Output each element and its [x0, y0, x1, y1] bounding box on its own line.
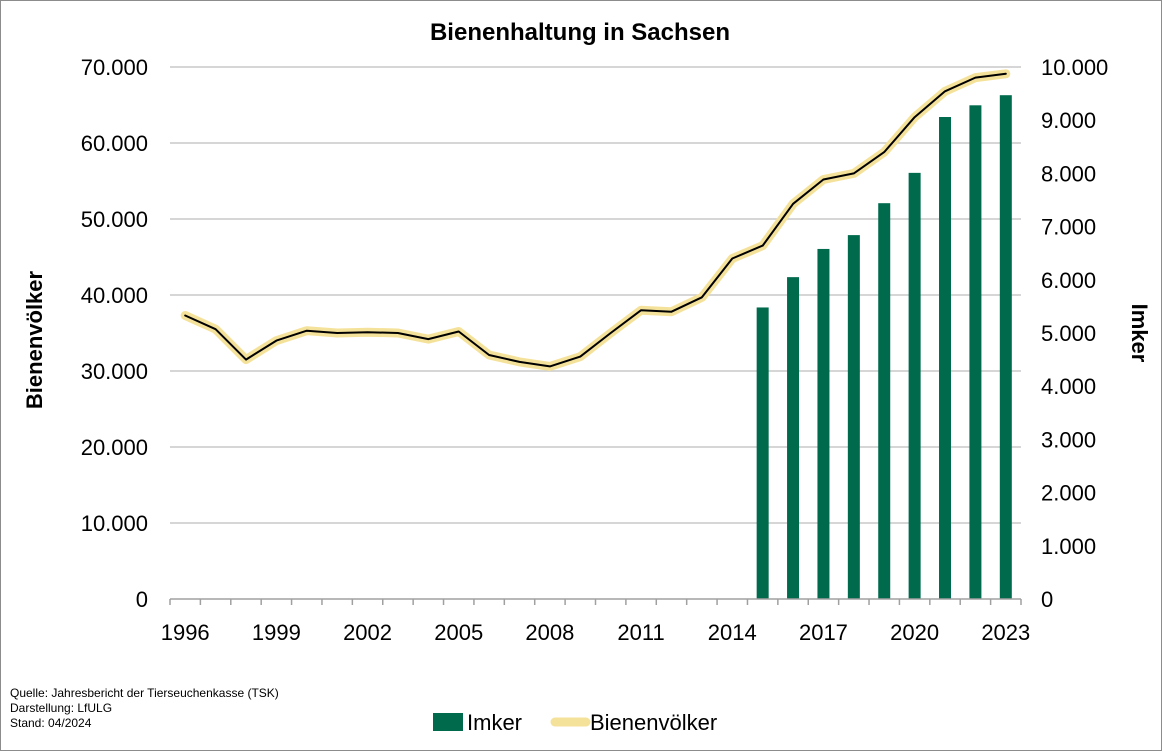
chart-title: Bienenhaltung in Sachsen: [430, 19, 730, 46]
y-left-tick-label: 30.000: [81, 359, 148, 384]
y-right-axis-label: Imker: [1127, 304, 1152, 363]
x-tick-label: 1996: [161, 620, 210, 645]
y-right-tick-label: 9.000: [1041, 108, 1096, 133]
bar-imker: [878, 203, 891, 599]
legend-label-imker: Imker: [467, 710, 522, 735]
y-right-tick-label: 7.000: [1041, 215, 1096, 240]
legend: Imker Bienenvölker: [433, 710, 717, 735]
bar-imker: [847, 235, 860, 599]
x-tick-label: 1999: [252, 620, 301, 645]
y-left-tick-label: 20.000: [81, 435, 148, 460]
y-right-tick-label: 1.000: [1041, 534, 1096, 559]
x-tick-label: 2008: [525, 620, 574, 645]
footnote-date: Stand: 04/2024: [10, 716, 92, 730]
bar-imker: [939, 117, 952, 600]
bar-imker: [817, 248, 830, 599]
y-right-tick-label: 5.000: [1041, 321, 1096, 346]
chart-texts: Bienenhaltung in Sachsen Bienenvölker Im…: [22, 19, 1152, 409]
footnote: Quelle: Jahresbericht der Tierseuchenkas…: [10, 686, 279, 731]
y-right-tick-label: 4.000: [1041, 374, 1096, 399]
bar-imker: [908, 172, 921, 600]
y-right-tick-label: 8.000: [1041, 161, 1096, 186]
y-right-tick-label: 10.000: [1041, 55, 1108, 80]
y-left-tick-label: 0: [136, 587, 148, 612]
y-left-tick-label: 40.000: [81, 283, 148, 308]
footnote-source: Quelle: Jahresbericht der Tierseuchenkas…: [10, 686, 279, 700]
y-right-tick-label: 3.000: [1041, 427, 1096, 452]
bar-imker: [969, 105, 982, 599]
bar-imker: [787, 277, 800, 599]
bar-series-imker: [756, 95, 1012, 600]
line-bienenvoelker: [184, 72, 1007, 368]
y-right-tick-label: 6.000: [1041, 268, 1096, 293]
y-right-tick-label: 2.000: [1041, 481, 1096, 506]
line-series-bienenvoelker: [180, 69, 1011, 371]
y-left-tick-label: 70.000: [81, 55, 148, 80]
y-left-axis-label: Bienenvölker: [22, 270, 47, 409]
bar-imker: [999, 95, 1012, 600]
x-tick-label: 2014: [708, 620, 757, 645]
y-left-tick-label: 50.000: [81, 207, 148, 232]
y-left-tick-label: 10.000: [81, 511, 148, 536]
x-tick-label: 2011: [617, 620, 664, 645]
legend-label-bienenvoelker: Bienenvölker: [590, 710, 717, 735]
y-right-tick-label: 0: [1041, 587, 1053, 612]
x-tick-label: 2020: [890, 620, 939, 645]
x-tick-label: 2005: [434, 620, 483, 645]
axes: 0 10.000 20.000 30.000 40.000 50.000 60.000 70.…: [81, 55, 1109, 645]
y-left-tick-label: 60.000: [81, 131, 148, 156]
legend-swatch-imker: [433, 713, 463, 731]
x-tick-label: 2023: [981, 620, 1030, 645]
x-tick-label: 2002: [343, 620, 392, 645]
bar-imker: [756, 307, 769, 599]
x-tick-label: 2017: [799, 620, 848, 645]
footnote-author: Darstellung: LfULG: [10, 701, 113, 715]
